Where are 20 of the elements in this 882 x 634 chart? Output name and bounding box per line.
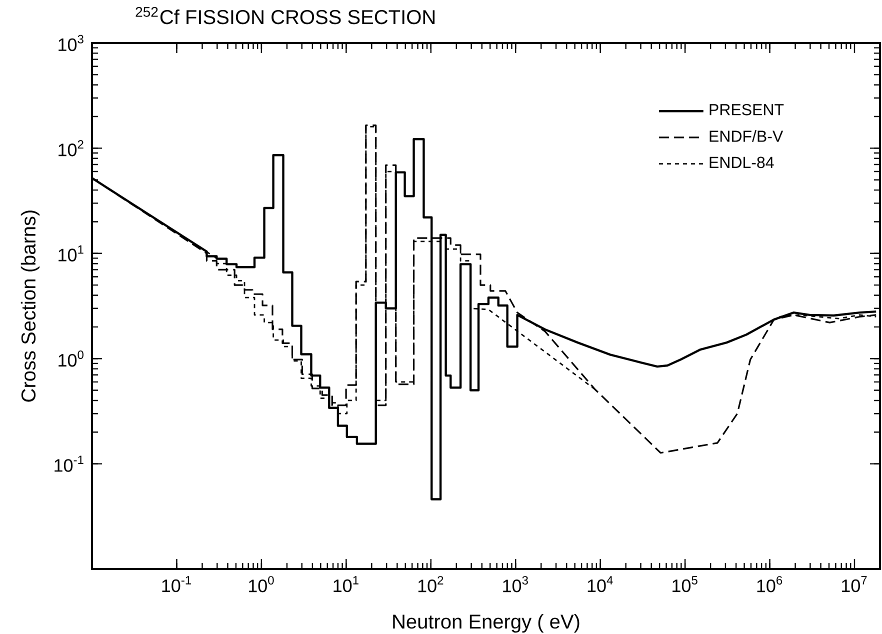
x-tick-label: 10$^{7}$ [842, 576, 867, 592]
x-tick-label: 10$^{4}$ [588, 576, 613, 592]
y-tick-label: 10$^{2}$ [58, 140, 84, 156]
x-tick-label: 10$^{-1}$ [162, 576, 191, 592]
x-tick-label: 10$^{3}$ [503, 576, 528, 592]
x-tick-label: 10$^{5}$ [672, 576, 698, 592]
y-axis-title: Cross Section (barns) [20, 210, 40, 402]
legend-label: ENDF/B-V [710, 130, 784, 142]
y-tick-label: 10$^{3}$ [58, 34, 84, 52]
x-tick-label: 10$^{6}$ [757, 576, 782, 592]
x-tick-label: 10$^{2}$ [418, 576, 444, 592]
x-tick-label: 10$^{0}$ [248, 576, 274, 592]
y-tick-label: 10$^{0}$ [58, 350, 84, 367]
x-axis-title: Neutron Energy ( eV) [393, 614, 580, 633]
y-tick-label: 10$^{1}$ [58, 245, 84, 262]
y-tick-label: 10$^{-1}$ [54, 456, 84, 472]
legend-label: ENDL-84 [710, 156, 774, 168]
x-tick-label: 10$^{1}$ [334, 576, 358, 592]
legend-label: PRESENT [710, 104, 784, 116]
chart-title: $^{252}$Cf FISSION CROSS SECTION [136, 6, 435, 24]
